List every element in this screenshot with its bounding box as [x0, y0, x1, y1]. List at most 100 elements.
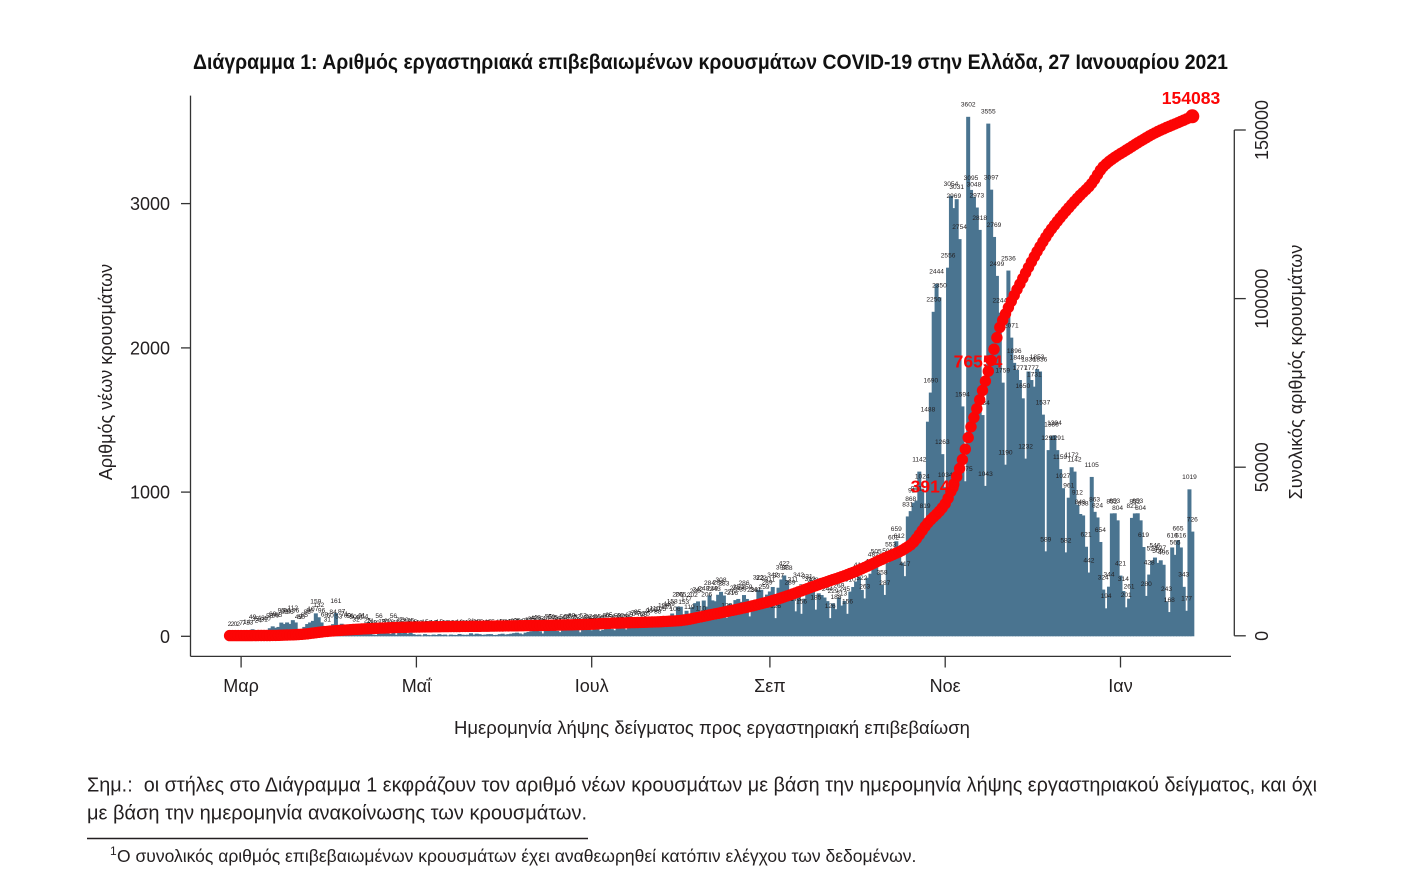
svg-text:201: 201: [1121, 592, 1132, 599]
svg-text:422: 422: [779, 560, 790, 567]
svg-text:96: 96: [283, 607, 291, 614]
svg-text:1853: 1853: [1030, 354, 1045, 361]
svg-text:3097: 3097: [984, 175, 999, 182]
svg-text:283: 283: [718, 580, 729, 587]
svg-text:106: 106: [669, 606, 680, 613]
svg-text:927: 927: [908, 488, 919, 495]
svg-text:126: 126: [825, 603, 836, 610]
svg-text:177: 177: [1181, 596, 1192, 603]
svg-text:259: 259: [733, 584, 744, 591]
svg-text:3555: 3555: [981, 109, 996, 116]
svg-text:48: 48: [562, 614, 570, 621]
svg-text:553: 553: [885, 541, 896, 548]
svg-text:128: 128: [658, 603, 669, 610]
svg-text:726: 726: [1187, 517, 1198, 524]
svg-text:105: 105: [655, 606, 666, 613]
svg-text:2071: 2071: [1004, 323, 1019, 330]
svg-text:60: 60: [568, 613, 576, 620]
svg-text:με βάση την ημερομηνία ανακοίν: με βάση την ημερομηνία ανακοίνωσης των κ…: [87, 803, 587, 825]
svg-text:20: 20: [381, 618, 389, 625]
svg-text:55: 55: [545, 613, 553, 620]
svg-text:Ημερομηνία λήψης δείγματος προ: Ημερομηνία λήψης δείγματος προς εργαστηρ…: [454, 717, 970, 738]
svg-text:48: 48: [533, 614, 541, 621]
svg-text:96: 96: [318, 607, 326, 614]
svg-text:961: 961: [1063, 483, 1074, 490]
svg-text:852: 852: [1106, 498, 1117, 505]
svg-text:55: 55: [620, 613, 628, 620]
svg-text:804: 804: [1112, 505, 1123, 512]
svg-text:43: 43: [258, 615, 266, 622]
svg-text:50000: 50000: [1252, 442, 1272, 492]
svg-text:310: 310: [845, 577, 856, 584]
svg-text:87: 87: [338, 609, 346, 616]
svg-text:56: 56: [266, 613, 274, 620]
svg-text:1896: 1896: [1007, 348, 1022, 355]
svg-text:45: 45: [571, 615, 579, 622]
svg-text:1232: 1232: [1018, 444, 1033, 451]
svg-text:941: 941: [911, 486, 922, 493]
svg-text:421: 421: [1115, 561, 1126, 568]
svg-text:287: 287: [879, 580, 890, 587]
svg-text:2969: 2969: [946, 193, 961, 200]
svg-text:154083: 154083: [1162, 88, 1221, 108]
svg-text:1034: 1034: [938, 472, 953, 479]
svg-text:243: 243: [710, 586, 721, 593]
svg-text:238: 238: [747, 587, 758, 594]
svg-text:1142: 1142: [1067, 457, 1082, 464]
svg-text:38: 38: [554, 616, 562, 623]
svg-text:50: 50: [559, 614, 567, 621]
svg-text:1777: 1777: [1013, 365, 1028, 372]
svg-text:621: 621: [1080, 532, 1091, 539]
svg-text:3048: 3048: [967, 182, 982, 189]
svg-text:482: 482: [868, 552, 879, 559]
svg-text:819: 819: [920, 503, 931, 510]
svg-text:100000: 100000: [1252, 269, 1272, 329]
svg-text:173: 173: [790, 596, 801, 603]
svg-text:428: 428: [1144, 560, 1155, 567]
svg-text:1394: 1394: [1047, 420, 1062, 427]
svg-text:1759: 1759: [995, 368, 1010, 375]
svg-text:1019: 1019: [1182, 474, 1197, 481]
svg-text:509: 509: [1152, 548, 1163, 555]
svg-text:1105: 1105: [1085, 462, 1100, 469]
svg-text:0: 0: [1252, 631, 1272, 641]
svg-text:78: 78: [631, 610, 639, 617]
svg-text:56: 56: [390, 613, 398, 620]
svg-text:188: 188: [830, 594, 841, 601]
svg-text:31: 31: [324, 617, 332, 624]
svg-text:659: 659: [891, 526, 902, 533]
svg-text:Νοε: Νοε: [930, 676, 961, 696]
svg-text:60: 60: [344, 613, 352, 620]
svg-text:853: 853: [1132, 498, 1143, 505]
svg-text:612: 612: [894, 533, 905, 540]
svg-text:65: 65: [605, 612, 613, 619]
svg-text:344: 344: [1103, 572, 1114, 579]
svg-text:59: 59: [272, 613, 280, 620]
svg-text:311: 311: [765, 576, 776, 583]
svg-text:126: 126: [770, 603, 781, 610]
svg-text:323: 323: [753, 575, 764, 582]
svg-text:230: 230: [690, 588, 701, 595]
svg-text:1848: 1848: [1010, 355, 1025, 362]
svg-text:Ιουλ: Ιουλ: [575, 676, 609, 696]
svg-text:239: 239: [736, 587, 747, 594]
svg-text:243: 243: [1161, 586, 1172, 593]
svg-text:156: 156: [796, 599, 807, 606]
svg-text:2: 2: [231, 621, 235, 628]
svg-text:1731: 1731: [1027, 372, 1042, 379]
svg-text:2244: 2244: [992, 298, 1007, 305]
svg-text:1777: 1777: [1024, 365, 1039, 372]
svg-text:55: 55: [594, 613, 602, 620]
svg-text:52: 52: [574, 614, 582, 621]
svg-text:49: 49: [295, 614, 303, 621]
svg-text:0: 0: [234, 621, 238, 628]
svg-text:25: 25: [364, 618, 372, 625]
svg-text:65: 65: [275, 612, 283, 619]
svg-text:72: 72: [637, 611, 645, 618]
svg-text:831: 831: [902, 501, 913, 508]
svg-text:96: 96: [292, 607, 300, 614]
svg-text:2250: 2250: [926, 297, 941, 304]
svg-text:524: 524: [1147, 546, 1158, 553]
svg-text:61: 61: [358, 612, 366, 619]
svg-text:1650: 1650: [1015, 383, 1030, 390]
